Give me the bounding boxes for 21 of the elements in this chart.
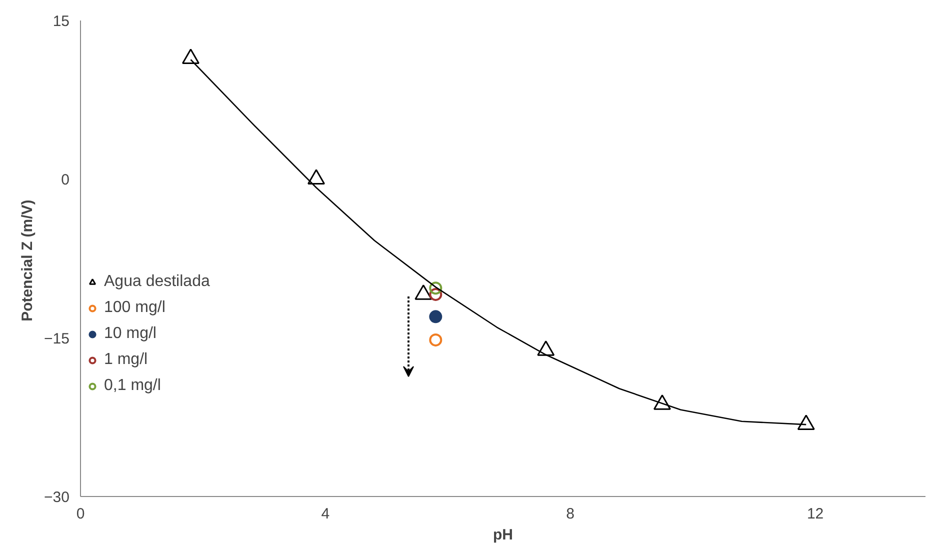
point [653,394,671,410]
point [797,414,815,430]
y-tick-label: 15 [52,13,70,30]
y-tick-label: 0 [61,172,70,189]
legend-label: Agua destilada [104,273,210,291]
legend-label: 1 mg/l [104,351,148,369]
x-tick-label: 12 [806,506,824,522]
legend-label: 100 mg/l [104,299,166,317]
point [182,48,200,64]
point [414,284,432,300]
x-axis-title: pH [493,526,513,544]
y-tick-label: −30 [44,489,70,506]
y-axis-title: Potencial Z (m/V) [19,200,36,322]
legend-label: 0,1 mg/l [104,377,161,395]
x-tick-label: 4 [321,506,330,522]
y-tick-label: −15 [44,330,70,348]
point [537,340,555,356]
legend-label: 10 mg/l [104,325,156,343]
x-tick-label: 0 [76,506,85,522]
x-tick-label: 8 [566,506,575,522]
point [307,169,325,185]
